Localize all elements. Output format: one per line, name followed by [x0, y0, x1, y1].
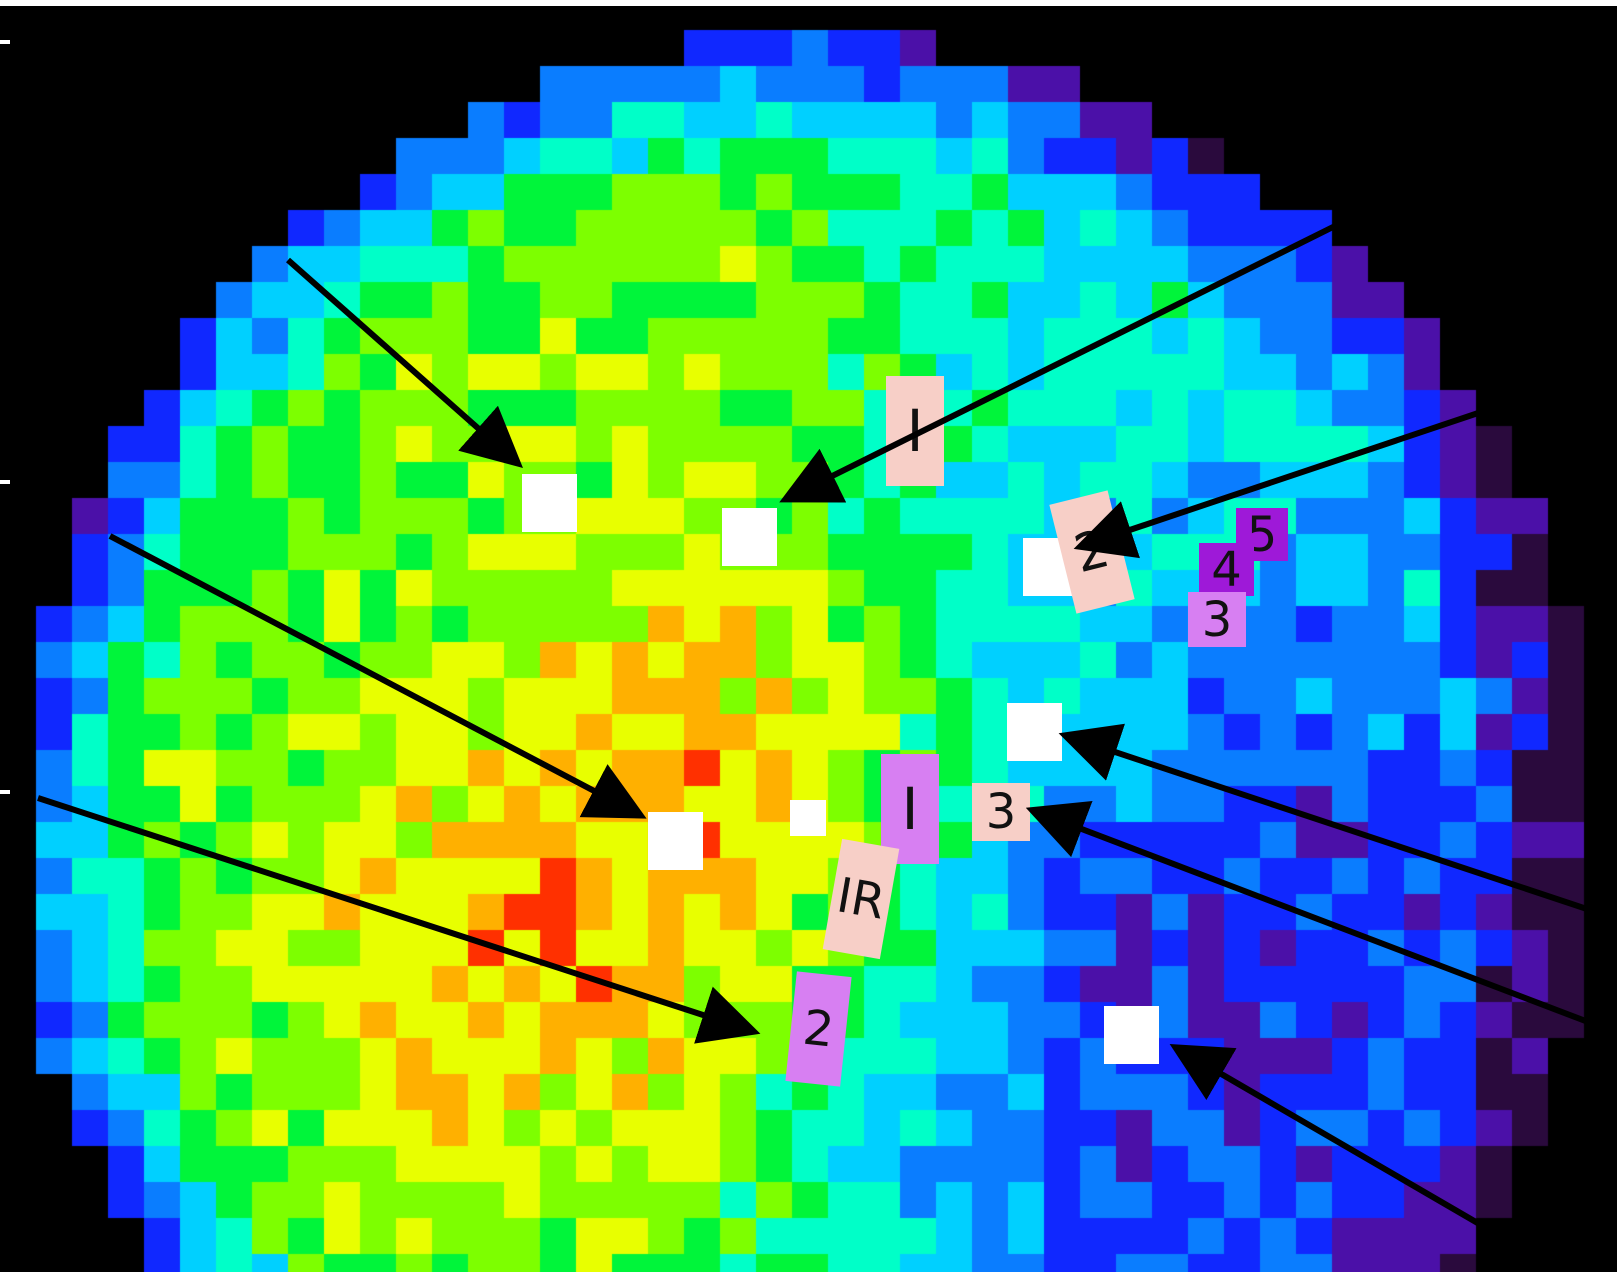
- arrow-5: [37, 795, 761, 1044]
- label-stack-4: 4: [1199, 542, 1254, 598]
- axis-tick: [0, 40, 10, 44]
- arrow-4: [108, 533, 647, 819]
- sample-marker-5: [648, 812, 703, 870]
- top-border: [0, 0, 1617, 6]
- arrow-6: [1058, 723, 1617, 922]
- axis-tick: [0, 480, 10, 484]
- sample-marker-7: [1104, 1006, 1159, 1064]
- arrow-1: [286, 257, 523, 468]
- sample-marker-1: [522, 474, 577, 532]
- arrow-7: [1025, 801, 1617, 1036]
- arrow-2: [779, 223, 1337, 503]
- arrow-3: [1073, 400, 1509, 559]
- sample-marker-2: [722, 508, 777, 566]
- arrow-8: [1169, 1043, 1502, 1239]
- sample-marker-6: [790, 800, 826, 836]
- label-mid-3: 3: [972, 783, 1030, 841]
- axis-tick: [0, 790, 10, 794]
- sample-marker-4: [1007, 703, 1062, 761]
- label-upper-I: I: [886, 376, 944, 486]
- label-mid-I: I: [881, 754, 939, 864]
- label-stack-3: 3: [1188, 592, 1246, 648]
